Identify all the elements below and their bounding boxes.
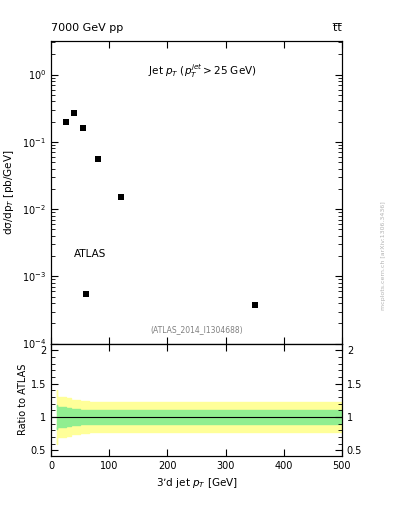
Point	[118, 193, 124, 201]
Point	[252, 301, 258, 309]
Y-axis label: Ratio to ATLAS: Ratio to ATLAS	[18, 364, 28, 435]
Text: t̅t̅: t̅t̅	[333, 23, 342, 33]
X-axis label: 3’d jet $p_T$ [GeV]: 3’d jet $p_T$ [GeV]	[156, 476, 237, 490]
Text: Jet $p_T$ ($p_T^{jet}>$25 GeV): Jet $p_T$ ($p_T^{jet}>$25 GeV)	[148, 62, 257, 80]
Point	[83, 290, 89, 298]
Y-axis label: dσ/dp$_T$ [pb/GeV]: dσ/dp$_T$ [pb/GeV]	[2, 150, 17, 235]
Point	[80, 124, 86, 132]
Text: 7000 GeV pp: 7000 GeV pp	[51, 23, 123, 33]
Text: mcplots.cern.ch [arXiv:1306.3436]: mcplots.cern.ch [arXiv:1306.3436]	[381, 202, 386, 310]
Text: ATLAS: ATLAS	[74, 249, 107, 259]
Point	[94, 155, 101, 163]
Text: (ATLAS_2014_I1304688): (ATLAS_2014_I1304688)	[150, 326, 243, 334]
Point	[62, 117, 69, 125]
Point	[71, 109, 77, 117]
